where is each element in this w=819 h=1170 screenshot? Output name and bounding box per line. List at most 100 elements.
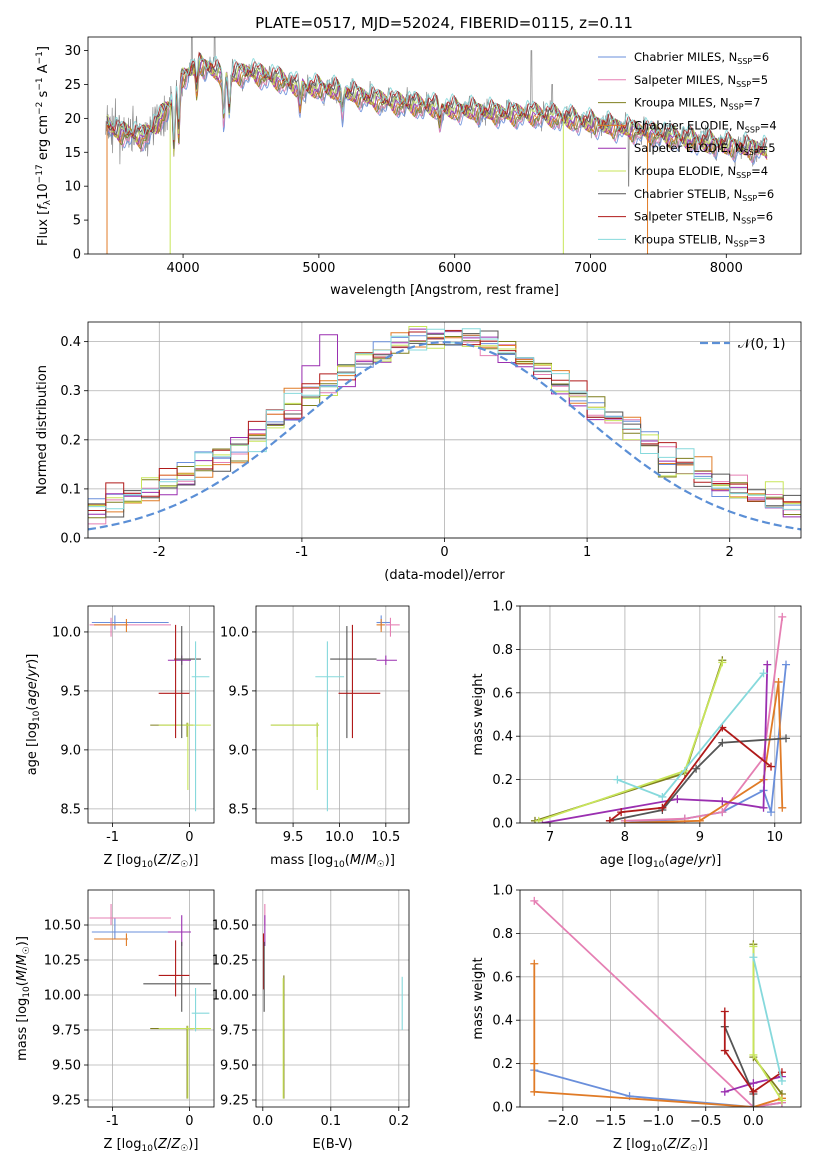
errorbar-salpeter-stelib [158, 624, 190, 739]
x-tick-label: 10.5 [371, 830, 400, 845]
axis-label-part: Z [170, 853, 181, 868]
axis-label-part: / [676, 1137, 681, 1152]
series-marker [778, 803, 787, 812]
legend-entry-count: =5 [751, 73, 768, 87]
gaussian-curve [88, 341, 801, 531]
axis-label-part: / [15, 965, 30, 970]
errorbar-salpeter-stelib [338, 624, 381, 739]
axes-frame [87, 889, 215, 1108]
y-tick-label: 0.1 [60, 482, 81, 497]
axes-frame [255, 889, 410, 1108]
axis-label-part: yr [697, 853, 713, 868]
x-axis-label: (data-model)/error [384, 568, 505, 583]
axis-label-part: ( [15, 981, 30, 986]
x-tick-label: −2.0 [547, 1114, 579, 1129]
axis-label-part: ( [662, 1137, 667, 1152]
axis-label-part: mass [ [15, 1018, 30, 1061]
spectrum-model-kroupa-stelib [106, 55, 768, 152]
axis-label-part: −17 [35, 164, 45, 183]
hist-step-kroupa-stelib [88, 328, 801, 515]
axis-label-part: ☉ [22, 946, 32, 954]
errorbar-chabrier-stelib [174, 626, 201, 739]
series-marker [605, 816, 614, 823]
plot-area-massweight-vs-age [530, 612, 791, 823]
y-tick-label: 9.25 [52, 1094, 81, 1109]
y-tick-label: 0.6 [492, 970, 513, 985]
series-line [538, 662, 724, 822]
y-tick-label: 0.4 [60, 335, 81, 350]
series-marker [718, 797, 727, 806]
axis-label-part: Z [667, 1137, 678, 1152]
axis-label-part: age [25, 681, 40, 705]
errorbar-kroupa-elodie [158, 1025, 211, 1099]
legend-entry: Chabrier STELIB, NSSP=6 [634, 187, 774, 203]
errorbar-salpeter-elodie [167, 915, 191, 946]
legend-entry-count: =6 [752, 50, 769, 64]
axis-label-part: mass [ [270, 853, 313, 868]
series-line [534, 660, 724, 822]
hist-step-kroupa-miles [88, 336, 801, 520]
errorbar-salpeter-miles [385, 617, 400, 637]
axis-label-part: / [167, 1137, 172, 1152]
x-tick-label: 8 [621, 830, 629, 845]
errorbar-salpeter-elodie [376, 655, 397, 665]
y-tick-label: 30 [64, 44, 81, 59]
errorbar-kroupa-elodie [158, 722, 211, 790]
axis-label-part: 10 [22, 986, 32, 998]
plot-area-mass-vs-Z [89, 904, 211, 1099]
axis-label-part: Z [170, 1137, 181, 1152]
y-tick-label: 0.2 [492, 1057, 513, 1072]
errorbar-kroupa-stelib [191, 988, 210, 1032]
axis-label-part: log [313, 853, 333, 868]
errorbar-chabrier-elodie [94, 933, 128, 946]
axis-label-part: 10 [651, 1144, 663, 1154]
axis-label-part: −1 [35, 77, 45, 90]
axis-label-part: ( [153, 853, 158, 868]
series-marker [749, 1103, 758, 1107]
y-tick-label: 0.4 [492, 1014, 513, 1029]
series-line [617, 672, 765, 799]
axis-label-part: M [350, 853, 361, 868]
x-tick-label: -1 [295, 545, 308, 560]
series-marker [530, 896, 539, 905]
x-tick-label: 10 [766, 830, 783, 845]
legend-entry-count: =6 [757, 187, 774, 201]
series-marker [759, 669, 768, 678]
legend-entry-count: =3 [749, 232, 766, 246]
y-tick-label: 1.0 [492, 600, 513, 615]
plot-area-massweight-vs-Z [530, 896, 786, 1107]
y-tick-label: 9.25 [220, 1094, 249, 1109]
series-marker [767, 762, 776, 771]
axis-label-part: Z [157, 853, 168, 868]
axis-label-part: / [361, 853, 366, 868]
series-marker [718, 808, 727, 817]
errorbar-kroupa-elodie [270, 722, 320, 790]
plot-area-age-vs-Z [89, 615, 211, 812]
series-marker [720, 1087, 729, 1096]
legend-entry-name: Kroupa ELODIE, N [634, 164, 736, 178]
axis-label-part: )] [711, 853, 721, 868]
x-tick-label: −1.0 [642, 1114, 674, 1129]
y-axis-label: Flux [fλ10−17 erg cm−2 s−1 A−1] [35, 46, 53, 246]
x-tick-label: 0 [440, 545, 448, 560]
y-tick-label: 9.0 [60, 743, 81, 758]
x-tick-label: 9.5 [283, 830, 304, 845]
x-tick-label: 10.0 [325, 830, 354, 845]
legend-entry-count: =4 [760, 118, 777, 132]
y-tick-label: 0.0 [492, 817, 513, 832]
series-line [533, 900, 783, 1107]
errorbar-chabrier-miles [91, 918, 169, 939]
series-marker [749, 1079, 758, 1088]
errorbar-kroupa-stelib [191, 641, 210, 812]
series-line [723, 1011, 783, 1094]
y-tick-label: 9.75 [220, 1024, 249, 1039]
axes-frame [87, 605, 215, 824]
legend-entry-name: Salpeter ELODIE, N [634, 141, 744, 155]
y-tick-label: 10.00 [44, 989, 81, 1004]
x-axis-label: Z [log10(Z/Z☉)] [104, 853, 199, 870]
errorbar-salpeter-miles [89, 617, 171, 637]
series-marker [749, 1087, 758, 1096]
x-tick-label: -1 [106, 830, 119, 845]
axis-label-part: ] [36, 46, 51, 51]
series-marker [718, 738, 727, 747]
